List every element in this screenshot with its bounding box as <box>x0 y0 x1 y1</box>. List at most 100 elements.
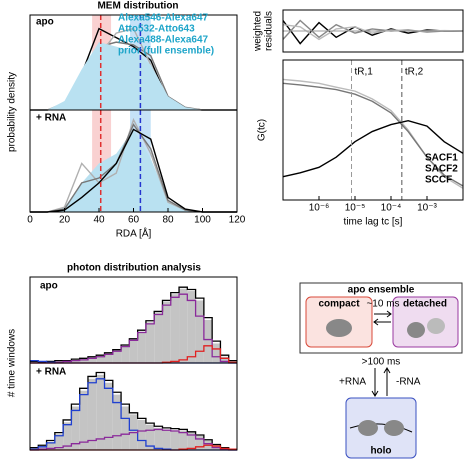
histogram-bar <box>46 442 55 450</box>
fast-label: ~10 ms <box>366 299 399 310</box>
legend-entry: SACF2 <box>425 164 458 175</box>
histogram-bar <box>179 431 188 450</box>
marker-label: tR,1 <box>355 67 374 78</box>
step-line <box>30 371 237 450</box>
step-line <box>30 293 237 364</box>
protein-icon <box>427 318 445 334</box>
histogram-bar <box>71 406 80 450</box>
line <box>282 119 464 178</box>
histogram-bar <box>154 427 163 450</box>
histogram-bar <box>63 422 72 450</box>
line <box>282 82 464 187</box>
histogram-bar <box>179 288 188 363</box>
plot-frame <box>282 59 464 201</box>
plot-frame <box>282 9 464 53</box>
legend-entry: SCCF <box>425 175 452 186</box>
histogram-bar <box>137 331 146 363</box>
x-tick-label: 40 <box>93 215 105 226</box>
histogram-bar <box>170 294 180 363</box>
area <box>30 42 237 111</box>
histogram-bar <box>104 353 113 363</box>
legend-entry: Alexa546-Alexa647 <box>118 13 209 24</box>
histogram-bar <box>203 320 213 363</box>
legend-entry: prior (full ensemble) <box>118 46 214 57</box>
x-axis-label: time lag tc [s] <box>344 217 403 228</box>
protein-icon <box>358 420 378 436</box>
protein-icon <box>326 319 352 337</box>
histogram-bar <box>145 322 155 363</box>
y-axis-label: residuals <box>264 11 275 51</box>
area <box>30 129 237 212</box>
histogram-bar <box>104 382 113 450</box>
histogram-bar <box>154 312 163 363</box>
histogram-bar <box>96 355 105 363</box>
panel-label: apo <box>40 281 58 292</box>
plot-frame <box>29 362 238 451</box>
histogram-bar <box>162 429 171 450</box>
legend-entry: Alexa488-Alexa647 <box>118 35 209 46</box>
exchange-arrows <box>373 310 392 326</box>
line <box>282 19 463 40</box>
x-tick-label: 10⁻⁶ <box>309 203 330 214</box>
histogram-bar <box>170 430 180 450</box>
x-tick-label: 0 <box>27 215 33 226</box>
protein-icon <box>384 420 404 436</box>
legend-entry: Atto532-Atto643 <box>118 24 195 35</box>
histogram-bar <box>112 394 122 450</box>
protein-icon <box>407 322 425 338</box>
histogram-bar <box>54 434 64 450</box>
histogram-bar <box>121 345 130 363</box>
histogram-bar <box>129 339 138 363</box>
binding-arrows <box>371 367 391 397</box>
histogram-bar <box>87 378 97 450</box>
compact-label: compact <box>318 299 360 310</box>
rna-strand <box>349 423 413 433</box>
detached-label: detached <box>403 299 447 310</box>
histogram-bar <box>195 300 204 363</box>
x-tick-label: 60 <box>128 215 140 226</box>
marker-label: tR,2 <box>405 67 424 78</box>
histogram-bar <box>187 291 196 363</box>
legend-entry: SACF1 <box>425 153 458 164</box>
step-line <box>30 428 237 451</box>
unbind-label: -RNA <box>396 377 421 388</box>
histogram-bar <box>220 356 229 363</box>
histogram-bar <box>71 359 80 363</box>
diagram: apo ensemble compact detached ~10 ms >10… <box>299 282 463 459</box>
chart-title: photon distribution analysis <box>67 263 201 274</box>
holo-label: holo <box>370 446 391 457</box>
x-axis-label: RDA [Å] <box>116 227 152 240</box>
slow-label: >100 ms <box>362 357 401 368</box>
histogram-bar <box>38 446 47 450</box>
x-tick-label: 10⁻⁴ <box>381 203 402 214</box>
y-axis-label: # time windows <box>7 329 18 397</box>
bind-label: +RNA <box>339 377 366 388</box>
histogram-bar <box>195 435 204 450</box>
histogram-bar <box>112 350 122 363</box>
y-axis-label: probability density <box>7 72 18 152</box>
holo-box <box>345 397 417 459</box>
x-tick-label: 120 <box>229 215 246 226</box>
ensemble-label: apo ensemble <box>348 285 415 296</box>
histogram-bar <box>79 359 88 363</box>
panel-label: apo <box>36 17 54 28</box>
histogram-bar <box>145 424 155 450</box>
histogram-bar <box>162 302 171 363</box>
x-tick-label: 20 <box>59 215 71 226</box>
histogram-bar <box>87 357 97 363</box>
panel-label: + RNA <box>36 367 66 378</box>
histogram-bar <box>212 343 221 363</box>
histogram-bar <box>187 432 196 450</box>
chart-title: MEM distribution <box>97 1 178 12</box>
x-tick-label: 80 <box>162 215 174 226</box>
histogram-bar <box>121 406 130 450</box>
x-tick-label: 100 <box>194 215 211 226</box>
y-axis-label: G(tc) <box>257 119 268 141</box>
histogram-bar <box>96 374 105 450</box>
histogram-bar <box>79 390 88 450</box>
panel-label: + RNA <box>36 113 66 124</box>
histogram-bar <box>137 419 146 450</box>
y-axis-label: weighted <box>253 11 264 52</box>
x-tick-label: 10⁻⁵ <box>345 203 366 214</box>
